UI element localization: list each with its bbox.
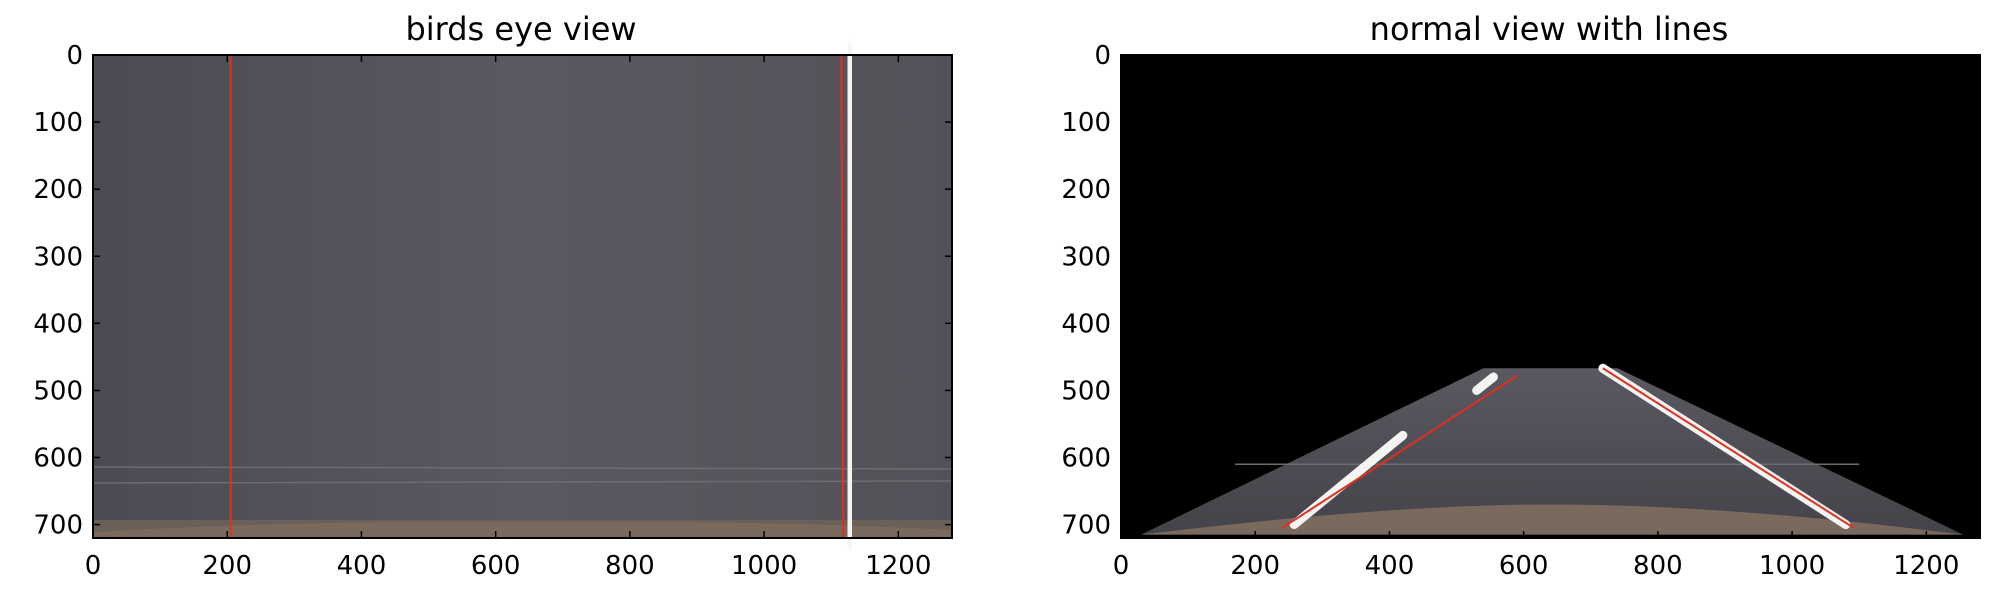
y-tick-label: 200 bbox=[1061, 175, 1111, 205]
y-tick-label: 600 bbox=[33, 444, 83, 474]
x-tick-label: 400 bbox=[1365, 551, 1415, 581]
y-tick-label: 400 bbox=[1061, 309, 1111, 339]
x-tick-label: 400 bbox=[337, 551, 387, 581]
y-tick-label: 600 bbox=[1061, 444, 1111, 474]
y-ticks: 0 100 200 300 400 500 600 700 bbox=[33, 41, 952, 541]
x-tick-label: 0 bbox=[1113, 551, 1130, 581]
x-tick-label: 600 bbox=[471, 551, 521, 581]
y-tick-label: 300 bbox=[1061, 242, 1111, 272]
y-tick-label: 700 bbox=[1061, 511, 1111, 541]
y-tick-label: 500 bbox=[33, 376, 83, 406]
y-tick-label: 100 bbox=[1061, 108, 1111, 138]
lane-marking bbox=[1289, 430, 1408, 530]
birds-eye-image bbox=[92, 55, 953, 538]
hood bbox=[1141, 504, 1964, 535]
y-tick-label: 100 bbox=[33, 108, 83, 138]
road-surface bbox=[1141, 368, 1964, 535]
lane-markings bbox=[222, 44, 863, 549]
lane-marking bbox=[1472, 372, 1498, 395]
y-ticks: 0 100 200 300 400 500 600 700 bbox=[1061, 41, 1980, 541]
x-tick-label: 1000 bbox=[731, 551, 797, 581]
chart-title: normal view with lines bbox=[1370, 10, 1729, 48]
chart-title: birds eye view bbox=[405, 10, 636, 48]
normal-view-axes: normal view with lines 0 200 400 600 800 1000… bbox=[1061, 10, 1981, 581]
x-tick-label: 800 bbox=[1633, 551, 1683, 581]
x-tick-label: 0 bbox=[85, 551, 102, 581]
y-tick-label: 200 bbox=[33, 175, 83, 205]
fitted-lines bbox=[1281, 367, 1855, 529]
y-tick-label: 300 bbox=[33, 242, 83, 272]
y-tick-label: 700 bbox=[33, 511, 83, 541]
fitted-lines bbox=[229, 54, 845, 539]
left-lane-fit bbox=[1281, 374, 1518, 529]
lane-marking bbox=[836, 44, 863, 549]
x-tick-label: 600 bbox=[1499, 551, 1549, 581]
x-tick-label: 200 bbox=[202, 551, 252, 581]
right-lane-fit bbox=[1602, 367, 1855, 529]
x-tick-label: 1000 bbox=[1759, 551, 1825, 581]
axes-frame bbox=[1120, 54, 1981, 539]
birds-eye-axes: birds eye view 0 200 400 600 800 1000 1200 0 10… bbox=[33, 10, 953, 581]
x-tick-label: 200 bbox=[1230, 551, 1280, 581]
y-tick-label: 500 bbox=[1061, 376, 1111, 406]
x-ticks: 0 200 400 600 800 1000 1200 bbox=[85, 55, 931, 581]
x-tick-label: 1200 bbox=[865, 551, 931, 581]
y-tick-label: 0 bbox=[1094, 41, 1111, 71]
x-ticks: 0 200 400 600 800 1000 1200 bbox=[1113, 55, 1959, 581]
x-tick-label: 800 bbox=[605, 551, 655, 581]
y-tick-label: 400 bbox=[33, 309, 83, 339]
axes-frame bbox=[92, 54, 953, 539]
x-tick-label: 1200 bbox=[1893, 551, 1959, 581]
right-lane-fit bbox=[840, 54, 845, 539]
y-tick-label: 0 bbox=[66, 41, 83, 71]
